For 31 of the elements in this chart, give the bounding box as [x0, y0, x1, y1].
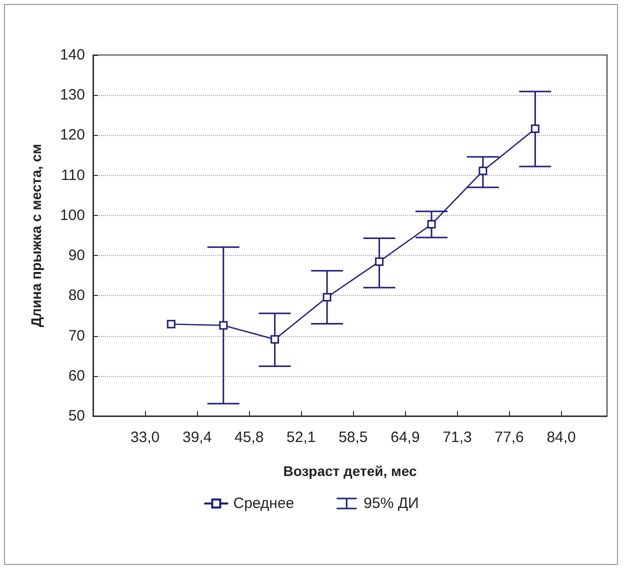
- y-axis-title: Длина прыжка с места, см: [28, 144, 44, 328]
- y-tick-label: 130: [60, 86, 85, 104]
- y-tick-label: 70: [68, 327, 85, 344]
- legend-label: Среднее: [233, 495, 294, 512]
- x-tick-label: 58,5: [338, 429, 368, 446]
- x-tick-label: 64,9: [390, 429, 420, 446]
- y-tick-label: 50: [68, 408, 85, 424]
- point: [530, 124, 540, 134]
- y-tick-label: 80: [68, 287, 85, 304]
- point: [478, 166, 488, 176]
- x-tick-label: 52,1: [286, 429, 316, 446]
- point: [219, 321, 228, 330]
- x-axis-title: Возраст детей, мес: [283, 463, 417, 479]
- text: 95% ДИ: [364, 495, 419, 512]
- x-tick-label: 71,3: [442, 429, 472, 446]
- y-tick-label: 100: [60, 206, 85, 224]
- y-tick-label: 120: [60, 126, 85, 144]
- x-tick-label: 39,4: [182, 429, 212, 446]
- y-tick-label: 60: [68, 367, 85, 384]
- point: [427, 220, 436, 229]
- point: [322, 293, 332, 302]
- y-tick-label: 90: [68, 247, 85, 264]
- x-tick-label: 77,6: [494, 429, 524, 446]
- x-tick-label: 33,0: [130, 429, 160, 446]
- x-tick-label: 84,0: [546, 429, 576, 446]
- y-tick-label: 140: [60, 46, 85, 64]
- y-tick-label: 110: [61, 166, 85, 184]
- point: [375, 257, 384, 266]
- x-tick-label: 45,8: [234, 429, 264, 446]
- point: [166, 320, 176, 328]
- point: [270, 335, 280, 344]
